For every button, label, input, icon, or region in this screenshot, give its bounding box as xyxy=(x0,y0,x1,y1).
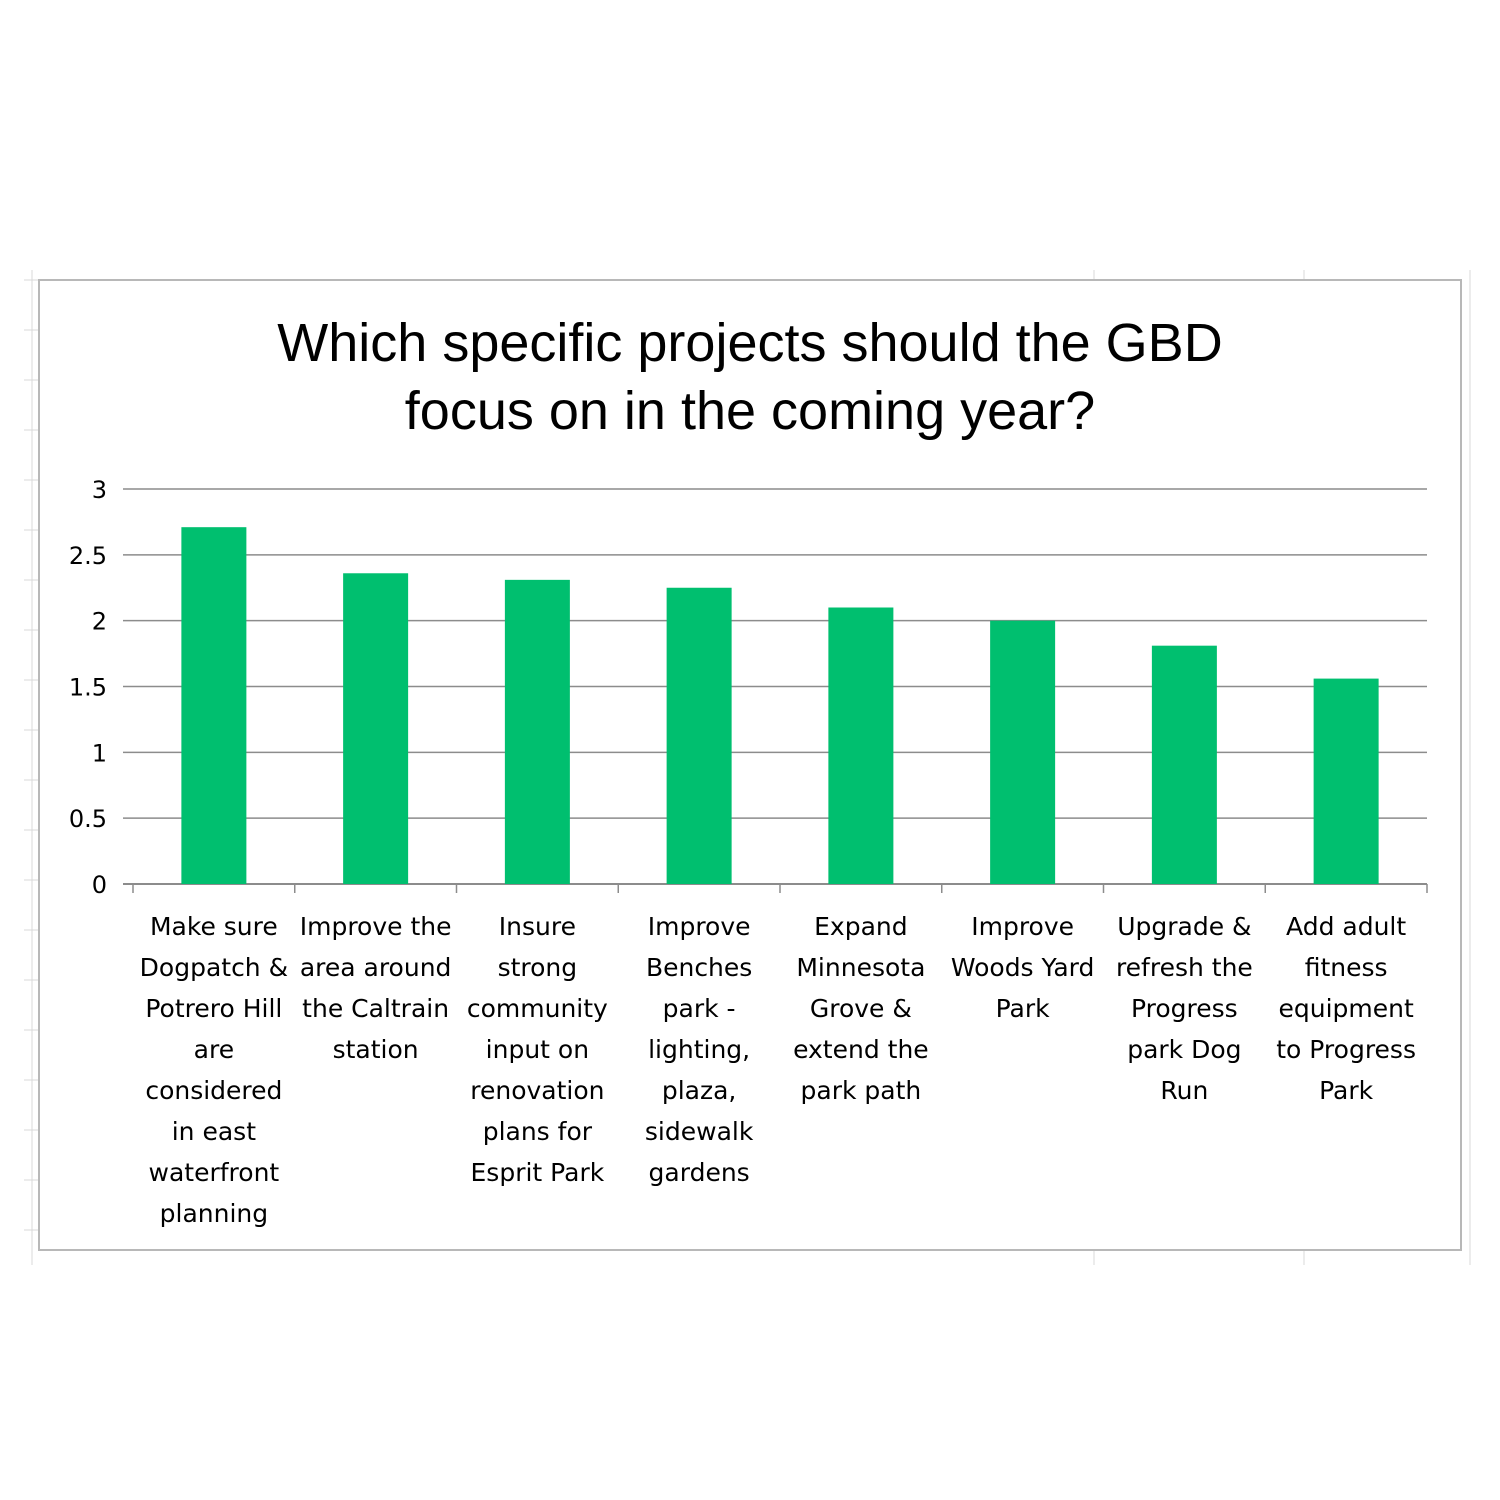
plot-area: 0 0.5 1 1.5 2 2.5 3 xyxy=(69,476,1428,899)
y-tick-label: 1 xyxy=(92,739,107,767)
chart-title: Which specific projects should the GBD f… xyxy=(277,313,1223,441)
y-tick-label: 2 xyxy=(92,608,107,636)
bar[interactable] xyxy=(828,607,894,885)
chart-area[interactable]: Which specific projects should the GBD f… xyxy=(38,279,1462,1251)
x-category-label: Make sure Dogpatch & Potrero Hill are co… xyxy=(139,912,289,1228)
bar[interactable] xyxy=(990,620,1056,884)
bar[interactable] xyxy=(343,573,409,884)
y-tick-label: 3 xyxy=(92,476,107,504)
bar[interactable] xyxy=(181,527,247,884)
x-category-label: Insure strong community input on renovat… xyxy=(466,912,608,1187)
y-tick-label: 0.5 xyxy=(69,805,107,833)
y-tick-label: 2.5 xyxy=(69,542,107,570)
x-category-label: Upgrade & refresh the Progress park Dog … xyxy=(1115,912,1253,1105)
y-tick-label: 0 xyxy=(92,871,107,899)
bar[interactable] xyxy=(666,587,732,884)
x-category-label: Improve the area around the Caltrain sta… xyxy=(299,912,452,1064)
x-category-label: Expand Minnesota Grove & extend the park… xyxy=(793,912,929,1105)
x-category-label: Add adult fitness equipment to Progress … xyxy=(1276,912,1416,1105)
y-tick-label: 1.5 xyxy=(69,674,107,702)
bar[interactable] xyxy=(504,579,570,884)
x-category-label: Improve Benches park - lighting, plaza, … xyxy=(644,912,754,1187)
x-category-label: Improve Woods Yard Park xyxy=(950,912,1095,1023)
bar[interactable] xyxy=(1313,678,1379,884)
bar[interactable] xyxy=(1151,645,1217,884)
